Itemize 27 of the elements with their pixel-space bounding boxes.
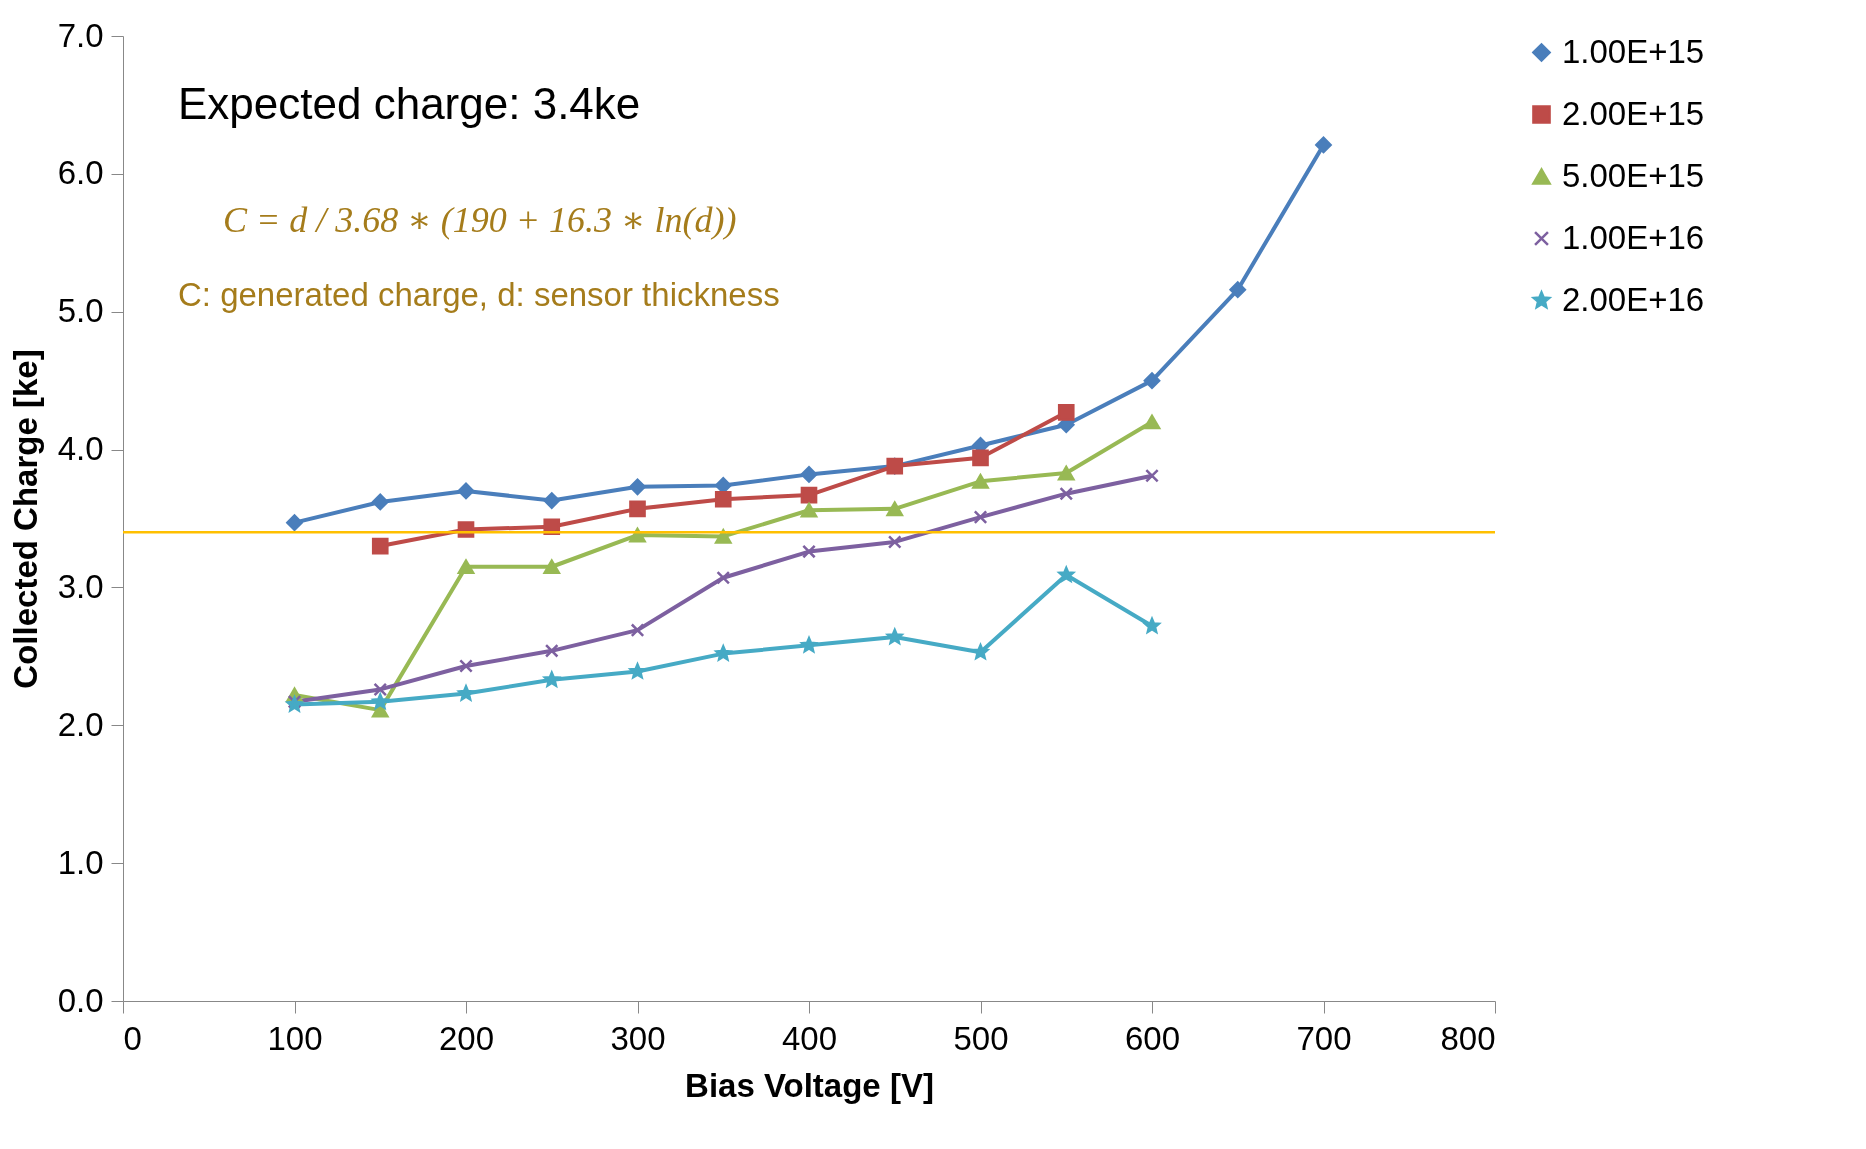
annotation: C: generated charge, d: sensor thickness [178, 276, 780, 313]
x-tick-label: 0 [123, 1019, 142, 1057]
x-tick-label: 200 [438, 1019, 495, 1057]
y-tick-label: 1.0 [57, 843, 104, 881]
y-axis-title: Collected Charge [ke] [6, 349, 44, 689]
x-axis-title: Bias Voltage [V] [685, 1066, 934, 1104]
y-tick-label: 7.0 [57, 16, 104, 54]
legend-label: 5.00E+15 [1562, 156, 1705, 194]
legend-label: 1.00E+15 [1562, 32, 1705, 70]
y-tick-label: 4.0 [57, 430, 104, 468]
x-tick-label: 100 [267, 1019, 323, 1057]
y-tick-label: 0.0 [57, 981, 104, 1019]
annotation: C = d / 3.68 ∗ (190 + 16.3 ∗ ln(d)) [223, 200, 737, 240]
legend-label: 2.00E+16 [1562, 280, 1705, 318]
legend-label: 2.00E+15 [1562, 94, 1705, 132]
y-tick-label: 6.0 [57, 154, 104, 192]
legend-label: 1.00E+16 [1562, 218, 1705, 256]
x-tick-label: 800 [1440, 1019, 1496, 1057]
x-tick-label: 300 [610, 1019, 666, 1057]
x-tick-label: 600 [1124, 1019, 1181, 1057]
y-tick-label: 5.0 [57, 292, 104, 330]
y-tick-label: 2.0 [57, 705, 104, 743]
y-tick-label: 3.0 [57, 567, 104, 605]
x-tick-label: 500 [953, 1019, 1009, 1057]
x-tick-label: 700 [1296, 1019, 1352, 1057]
x-tick-label: 400 [781, 1019, 838, 1057]
annotation: Expected charge: 3.4ke [178, 79, 641, 128]
